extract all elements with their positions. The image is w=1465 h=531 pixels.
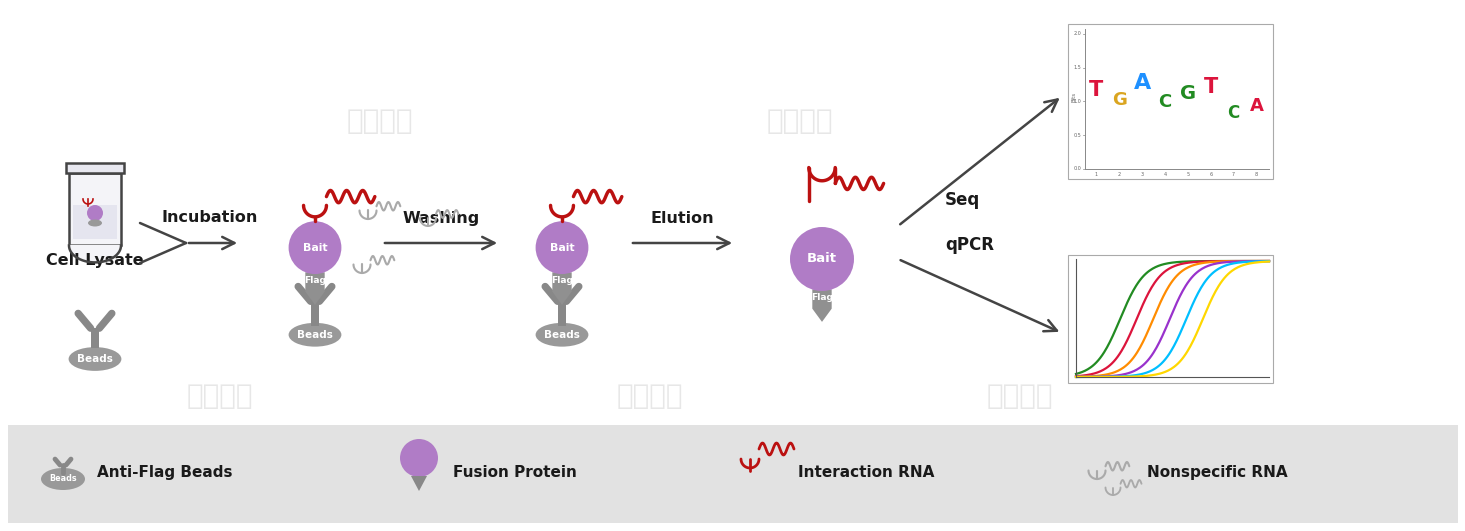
Circle shape	[289, 221, 341, 274]
Text: 辉骆生物: 辉骆生物	[617, 382, 683, 410]
Text: 1.5: 1.5	[1074, 65, 1081, 70]
Text: Elution: Elution	[650, 211, 715, 226]
Bar	[73, 205, 117, 239]
Polygon shape	[812, 289, 832, 322]
Bar	[558, 301, 567, 326]
Text: Cell Lysate: Cell Lysate	[47, 253, 144, 268]
Text: 2: 2	[1118, 172, 1121, 177]
Text: 0.0: 0.0	[1074, 167, 1081, 172]
Ellipse shape	[69, 347, 122, 371]
Polygon shape	[305, 272, 325, 305]
Text: Bait: Bait	[807, 253, 837, 266]
Ellipse shape	[289, 323, 341, 347]
Bar	[7, 425, 1458, 523]
Text: 0.5: 0.5	[1074, 133, 1081, 138]
Text: Beads: Beads	[78, 354, 113, 364]
Text: A: A	[1134, 73, 1151, 93]
Text: Flag: Flag	[812, 293, 834, 302]
Text: Anti-Flag Beads: Anti-Flag Beads	[97, 466, 233, 481]
Text: A: A	[1250, 97, 1263, 115]
Text: Beads: Beads	[544, 330, 580, 340]
Text: 辉骆生物: 辉骆生物	[1166, 107, 1234, 135]
Text: 6: 6	[1209, 172, 1213, 177]
Text: qPCR: qPCR	[945, 236, 993, 254]
Text: Nonspecific RNA: Nonspecific RNA	[1147, 466, 1288, 481]
Text: Bits: Bits	[1071, 91, 1077, 101]
Polygon shape	[69, 245, 122, 262]
Text: 7: 7	[1232, 172, 1235, 177]
Text: G: G	[1112, 91, 1127, 109]
Circle shape	[790, 227, 854, 291]
Text: Flag: Flag	[551, 276, 573, 285]
Bar	[1068, 24, 1273, 179]
Text: C: C	[1228, 104, 1239, 122]
Text: C: C	[1159, 93, 1172, 111]
Bar	[1068, 255, 1273, 383]
Text: 4: 4	[1163, 172, 1166, 177]
Text: 3: 3	[1141, 172, 1144, 177]
Circle shape	[400, 439, 438, 477]
Text: 辉骆生物: 辉骆生物	[987, 382, 1053, 410]
Text: T: T	[1204, 76, 1217, 97]
Text: G: G	[1179, 84, 1195, 103]
Polygon shape	[552, 272, 571, 305]
Circle shape	[86, 205, 103, 221]
Text: 8: 8	[1256, 172, 1258, 177]
Circle shape	[536, 221, 589, 274]
Polygon shape	[412, 476, 426, 491]
Text: Beads: Beads	[50, 475, 76, 484]
Ellipse shape	[536, 323, 589, 347]
Bar	[69, 174, 122, 245]
Text: 2.0: 2.0	[1074, 31, 1081, 37]
Text: T: T	[1090, 80, 1103, 100]
Text: Incubation: Incubation	[161, 210, 258, 225]
Ellipse shape	[88, 219, 103, 227]
Bar	[66, 164, 125, 174]
Text: 辉骆生物: 辉骆生物	[186, 382, 253, 410]
Text: 1.0: 1.0	[1074, 99, 1081, 104]
Bar	[311, 301, 319, 326]
Text: Beads: Beads	[297, 330, 333, 340]
Text: 辉骆生物: 辉骆生物	[347, 107, 413, 135]
Text: 辉骆生物: 辉骆生物	[766, 107, 834, 135]
Text: Flag: Flag	[305, 276, 327, 285]
Text: Interaction RNA: Interaction RNA	[798, 466, 935, 481]
Ellipse shape	[41, 468, 85, 490]
Text: 1: 1	[1094, 172, 1097, 177]
Text: Seq: Seq	[945, 191, 980, 209]
Bar	[91, 328, 100, 348]
Text: Bait: Bait	[303, 243, 327, 253]
Text: Bait: Bait	[549, 243, 574, 253]
Text: 5: 5	[1187, 172, 1190, 177]
Text: Washing: Washing	[403, 211, 479, 226]
Text: Fusion Protein: Fusion Protein	[453, 466, 577, 481]
